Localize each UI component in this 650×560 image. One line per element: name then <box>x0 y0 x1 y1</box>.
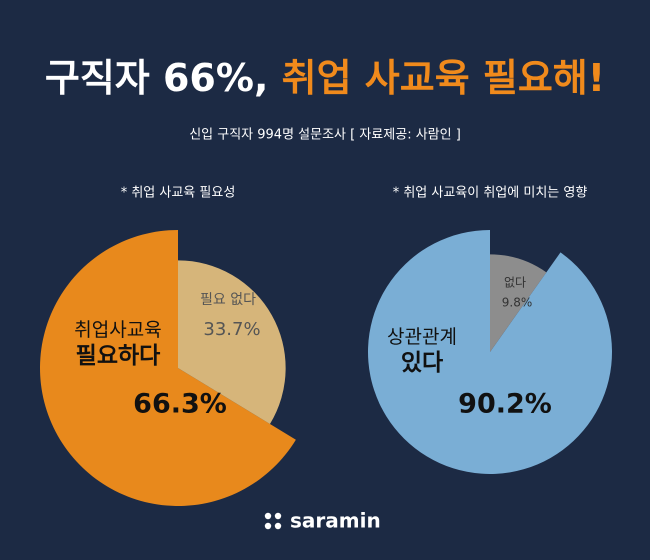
slice-label-line: 있다 <box>401 350 443 376</box>
chart-title: * 취업 사교육 필요성 <box>121 186 236 201</box>
subtitle: 신입 구직자 994명 설문조사 [ 자료제공: 사람인 ] <box>189 128 461 143</box>
title: 구직자 66%, 취업 사교육 필요해! <box>45 56 605 100</box>
pie-slice <box>178 260 286 424</box>
logo-text: saramin <box>290 509 381 533</box>
value-label: 9.8% <box>502 296 533 310</box>
title-part2: 취업 사교육 필요해! <box>282 56 605 100</box>
logo-dot <box>264 512 272 520</box>
value-label: 33.7% <box>203 319 260 340</box>
slice-label: 상관관계 있다 <box>387 326 457 376</box>
slice-label-line: 필요하다 <box>76 343 161 369</box>
slice-label: 취업사교육 필요하다 <box>74 319 161 369</box>
pie-slice <box>490 254 547 352</box>
pie-slice <box>40 230 296 507</box>
slice-label: 필요 없다 <box>200 292 256 308</box>
slice-label-line: 취업사교육 <box>74 319 161 341</box>
slice-label-line: 상관관계 <box>387 326 457 348</box>
value-label: 66.3% <box>133 389 227 420</box>
logo-dot <box>264 522 272 530</box>
logo-dot <box>274 522 282 530</box>
logo: saramin <box>264 509 381 533</box>
slice-label: 없다 <box>504 276 526 290</box>
value-label: 90.2% <box>458 389 552 420</box>
logo-dot <box>274 512 282 520</box>
title-part1: 구직자 66%, <box>45 56 269 100</box>
chart-title: * 취업 사교육이 취업에 미치는 영향 <box>393 186 588 201</box>
